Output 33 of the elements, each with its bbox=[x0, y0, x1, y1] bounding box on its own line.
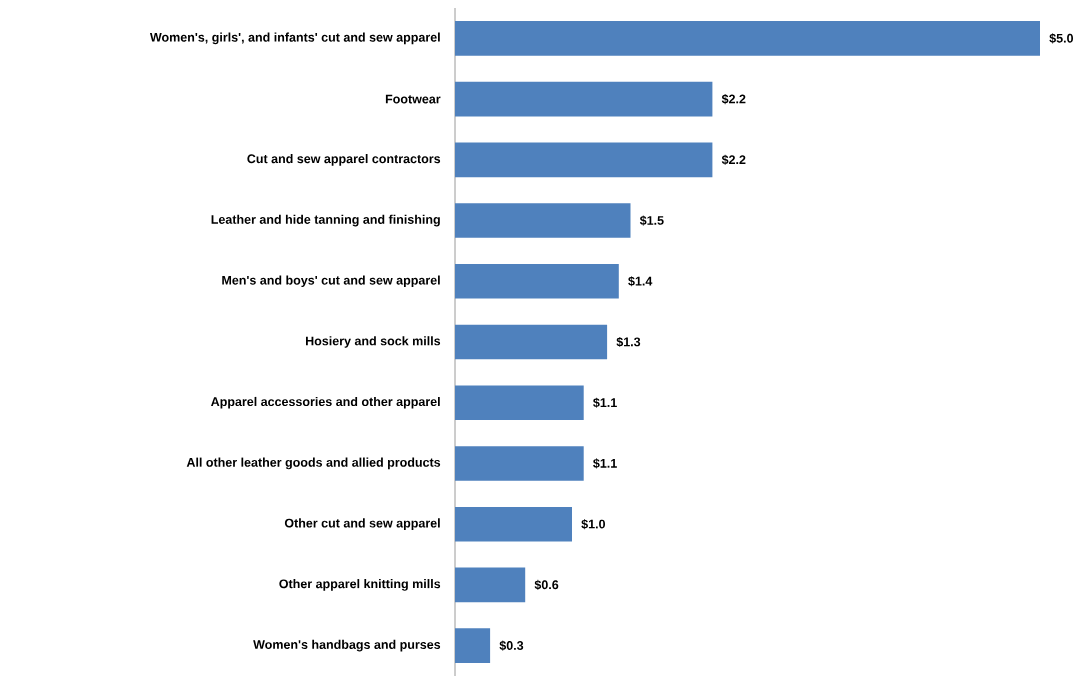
bar bbox=[455, 385, 584, 421]
bar bbox=[455, 21, 1040, 56]
bar bbox=[455, 263, 619, 299]
data-label: $1.3 bbox=[616, 336, 641, 348]
bar bbox=[455, 567, 526, 603]
y-tick-label: Footwear bbox=[385, 94, 441, 104]
data-label: $5.0 bbox=[1049, 33, 1074, 44]
data-label: $1.1 bbox=[593, 458, 617, 469]
bar bbox=[455, 446, 584, 481]
bar bbox=[455, 628, 491, 663]
bar bbox=[455, 203, 631, 238]
bar bbox=[455, 324, 608, 360]
y-tick-label: Women's handbags and purses bbox=[253, 639, 441, 652]
y-tick-label: Men's and boys' cut and sew apparel bbox=[222, 275, 440, 288]
data-label: $1.5 bbox=[639, 215, 664, 226]
data-label: $1.4 bbox=[628, 276, 653, 287]
bar bbox=[455, 81, 713, 117]
data-label: $1.0 bbox=[581, 519, 606, 530]
y-tick-label: Hosiery and sock mills bbox=[306, 336, 441, 348]
y-tick-label: Cut and sew apparel contractors bbox=[247, 153, 441, 166]
y-tick-label: Leather and hide tanning and finishing bbox=[211, 214, 440, 227]
y-tick-label: Other cut and sew apparel bbox=[284, 518, 440, 531]
y-tick-label: All other leather goods and allied products bbox=[186, 457, 441, 470]
data-label: $0.6 bbox=[534, 579, 559, 591]
data-label: $2.2 bbox=[721, 93, 746, 105]
bar bbox=[455, 506, 572, 542]
y-tick-label: Apparel accessories and other apparel bbox=[210, 396, 440, 409]
y-tick-label: Women's, girls', and infants' cut and sew apparel bbox=[149, 32, 440, 45]
data-label: $0.3 bbox=[499, 640, 524, 651]
y-tick-label: Other apparel knitting mills bbox=[279, 579, 441, 591]
data-label: $1.1 bbox=[593, 397, 617, 408]
data-label: $2.2 bbox=[721, 154, 746, 165]
bar bbox=[455, 142, 713, 178]
